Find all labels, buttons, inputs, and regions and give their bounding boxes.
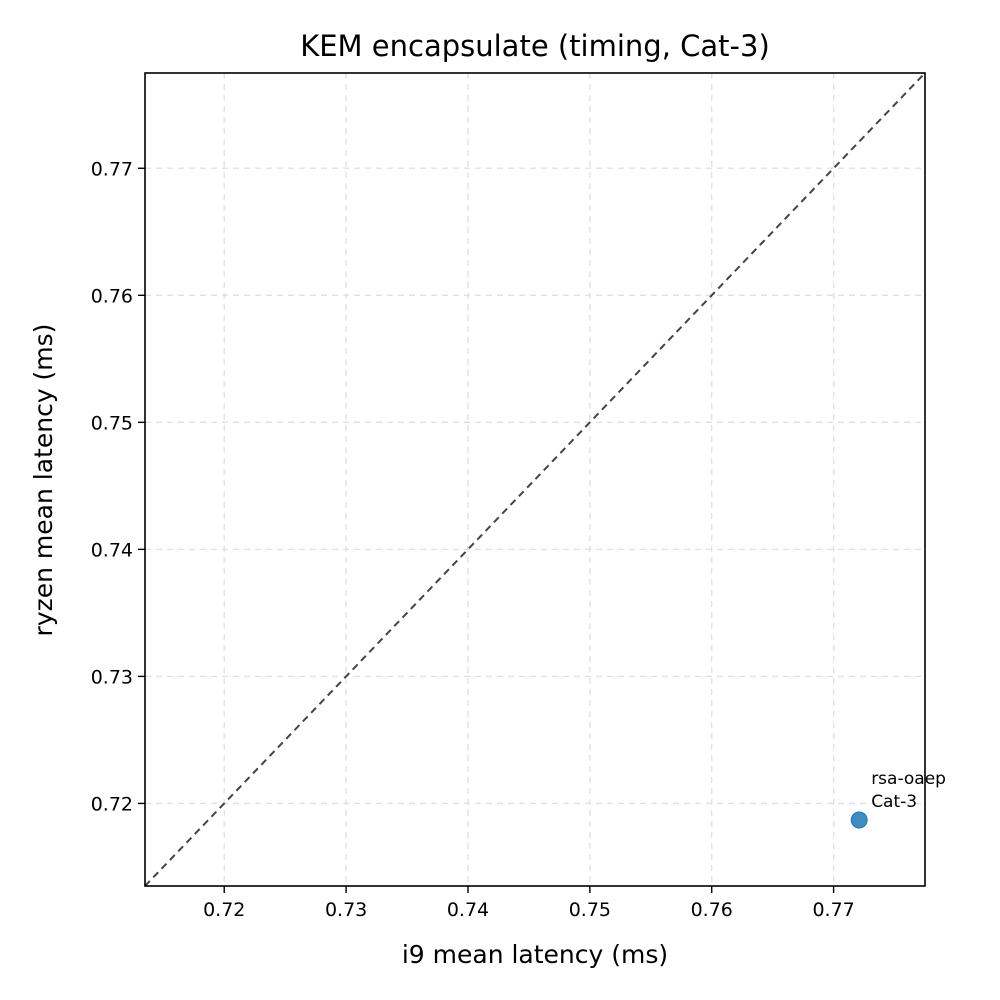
y-axis-label: ryzen mean latency (ms) (29, 324, 58, 637)
point-annotation: rsa-oaep (871, 769, 946, 789)
y-tick-label: 0.73 (91, 666, 133, 688)
x-tick-label: 0.75 (569, 899, 611, 921)
x-tick-label: 0.72 (203, 899, 245, 921)
point-annotation: Cat-3 (871, 792, 917, 812)
y-tick-label: 0.77 (91, 158, 133, 180)
y-tick-label: 0.74 (91, 539, 133, 561)
plot-area-frame (144, 72, 926, 887)
x-tick-label: 0.74 (447, 899, 489, 921)
data-point (850, 811, 868, 829)
reference-diagonal-line (144, 72, 926, 887)
data-points: rsa-oaep Cat-3 (850, 769, 946, 829)
y-tick-label: 0.75 (91, 412, 133, 434)
x-tick-label: 0.76 (691, 899, 733, 921)
x-tick-label: 0.77 (812, 899, 854, 921)
y-axis-ticks: 0.72 0.73 0.74 0.75 0.76 0.77 (91, 158, 145, 815)
x-tick-label: 0.73 (325, 899, 367, 921)
y-tick-label: 0.76 (91, 285, 133, 307)
x-axis-label: i9 mean latency (ms) (402, 940, 668, 969)
y-tick-label: 0.72 (91, 793, 133, 815)
x-axis-ticks: 0.72 0.73 0.74 0.75 0.76 0.77 (203, 886, 855, 921)
chart-title: KEM encapsulate (timing, Cat-3) (300, 29, 770, 63)
grid (145, 73, 925, 886)
